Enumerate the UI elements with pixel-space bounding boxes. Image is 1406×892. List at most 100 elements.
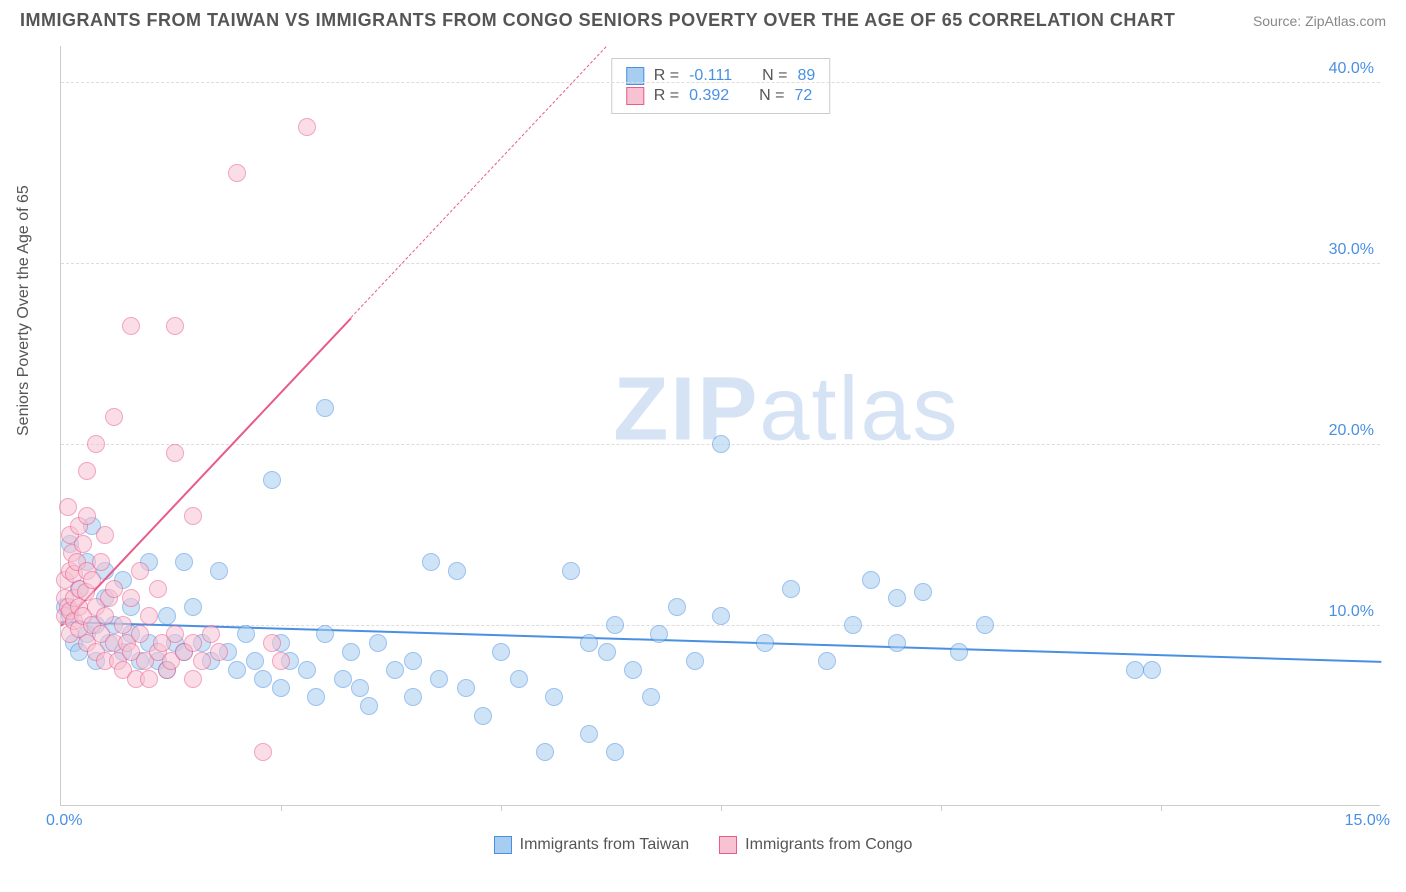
scatter-point-taiwan <box>580 725 598 743</box>
trendline <box>60 317 352 627</box>
gridline-horizontal <box>61 263 1380 264</box>
scatter-point-taiwan <box>202 652 220 670</box>
scatter-point-taiwan <box>334 670 352 688</box>
scatter-point-taiwan <box>166 634 184 652</box>
scatter-point-congo <box>56 571 74 589</box>
scatter-point-taiwan <box>888 634 906 652</box>
scatter-point-taiwan <box>114 643 132 661</box>
gridline-horizontal <box>61 444 1380 445</box>
scatter-point-congo <box>96 526 114 544</box>
scatter-point-taiwan <box>272 679 290 697</box>
scatter-point-taiwan <box>369 634 387 652</box>
scatter-point-taiwan <box>351 679 369 697</box>
legend-swatch <box>494 836 512 854</box>
correlation-stats-box: R =-0.111N =89R =0.392N =72 <box>611 58 830 114</box>
scatter-point-taiwan <box>342 643 360 661</box>
scatter-point-taiwan <box>281 652 299 670</box>
scatter-point-congo <box>127 670 145 688</box>
scatter-point-taiwan <box>562 562 580 580</box>
gridline-horizontal <box>61 625 1380 626</box>
scatter-point-taiwan <box>404 688 422 706</box>
trendline <box>61 621 1381 663</box>
scatter-point-congo <box>78 562 96 580</box>
scatter-point-taiwan <box>122 598 140 616</box>
stat-n-label: N = <box>759 87 784 105</box>
scatter-point-congo <box>166 625 184 643</box>
scatter-point-taiwan <box>100 634 118 652</box>
scatter-point-congo <box>78 462 96 480</box>
scatter-point-congo <box>131 625 149 643</box>
stat-r-value: 0.392 <box>689 87 729 105</box>
y-tick-label: 30.0% <box>1329 241 1374 259</box>
scatter-point-congo <box>193 652 211 670</box>
scatter-point-congo <box>263 634 281 652</box>
scatter-point-congo <box>149 643 167 661</box>
scatter-point-congo <box>202 625 220 643</box>
scatter-point-congo <box>166 444 184 462</box>
scatter-point-taiwan <box>175 643 193 661</box>
watermark: ZIPatlas <box>613 359 959 462</box>
scatter-point-taiwan <box>140 634 158 652</box>
legend-item-taiwan: Immigrants from Taiwan <box>494 836 690 854</box>
scatter-point-congo <box>105 408 123 426</box>
scatter-point-congo <box>109 652 127 670</box>
scatter-point-taiwan <box>862 571 880 589</box>
scatter-point-congo <box>105 580 123 598</box>
trendline-extrapolated <box>351 46 607 318</box>
scatter-point-taiwan <box>686 652 704 670</box>
scatter-point-congo <box>184 634 202 652</box>
scatter-point-congo <box>65 565 83 583</box>
scatter-point-congo <box>272 652 290 670</box>
scatter-point-congo <box>254 743 272 761</box>
stat-n-value: 72 <box>794 87 812 105</box>
scatter-point-taiwan <box>246 652 264 670</box>
gridline-horizontal <box>61 82 1380 83</box>
scatter-point-taiwan <box>65 634 83 652</box>
scatter-point-congo <box>74 535 92 553</box>
scatter-point-taiwan <box>1126 661 1144 679</box>
scatter-point-congo <box>92 553 110 571</box>
scatter-point-congo <box>122 643 140 661</box>
y-tick-label: 10.0% <box>1329 603 1374 621</box>
scatter-point-taiwan <box>70 643 88 661</box>
chart-header: IMMIGRANTS FROM TAIWAN VS IMMIGRANTS FRO… <box>0 0 1406 36</box>
scatter-point-taiwan <box>70 580 88 598</box>
scatter-point-congo <box>63 544 81 562</box>
scatter-point-congo <box>175 643 193 661</box>
scatter-point-taiwan <box>606 743 624 761</box>
scatter-point-taiwan <box>114 571 132 589</box>
scatter-point-taiwan <box>888 589 906 607</box>
scatter-point-taiwan <box>642 688 660 706</box>
stat-r-label: R = <box>654 87 679 105</box>
scatter-point-congo <box>87 598 105 616</box>
scatter-point-taiwan <box>474 707 492 725</box>
scatter-point-taiwan <box>254 670 272 688</box>
scatter-point-taiwan <box>61 535 79 553</box>
scatter-point-taiwan <box>140 553 158 571</box>
scatter-point-taiwan <box>914 583 932 601</box>
x-tick-mark <box>941 805 942 811</box>
scatter-point-taiwan <box>448 562 466 580</box>
y-axis-label: Seniors Poverty Over the Age of 65 <box>15 185 33 436</box>
scatter-point-congo <box>87 643 105 661</box>
scatter-point-taiwan <box>360 697 378 715</box>
scatter-point-congo <box>61 625 79 643</box>
scatter-point-taiwan <box>668 598 686 616</box>
scatter-point-congo <box>105 634 123 652</box>
scatter-point-taiwan <box>175 553 193 571</box>
scatter-point-taiwan <box>307 688 325 706</box>
scatter-point-taiwan <box>386 661 404 679</box>
legend-label: Immigrants from Taiwan <box>520 836 690 854</box>
scatter-point-congo <box>122 317 140 335</box>
scatter-point-taiwan <box>950 643 968 661</box>
scatter-point-congo <box>56 589 74 607</box>
scatter-point-congo <box>92 625 110 643</box>
scatter-point-taiwan <box>149 652 167 670</box>
scatter-point-taiwan <box>457 679 475 697</box>
legend-label: Immigrants from Congo <box>745 836 912 854</box>
scatter-point-congo <box>210 643 228 661</box>
scatter-point-taiwan <box>316 399 334 417</box>
scatter-point-taiwan <box>298 661 316 679</box>
scatter-point-taiwan <box>263 471 281 489</box>
scatter-point-taiwan <box>83 517 101 535</box>
